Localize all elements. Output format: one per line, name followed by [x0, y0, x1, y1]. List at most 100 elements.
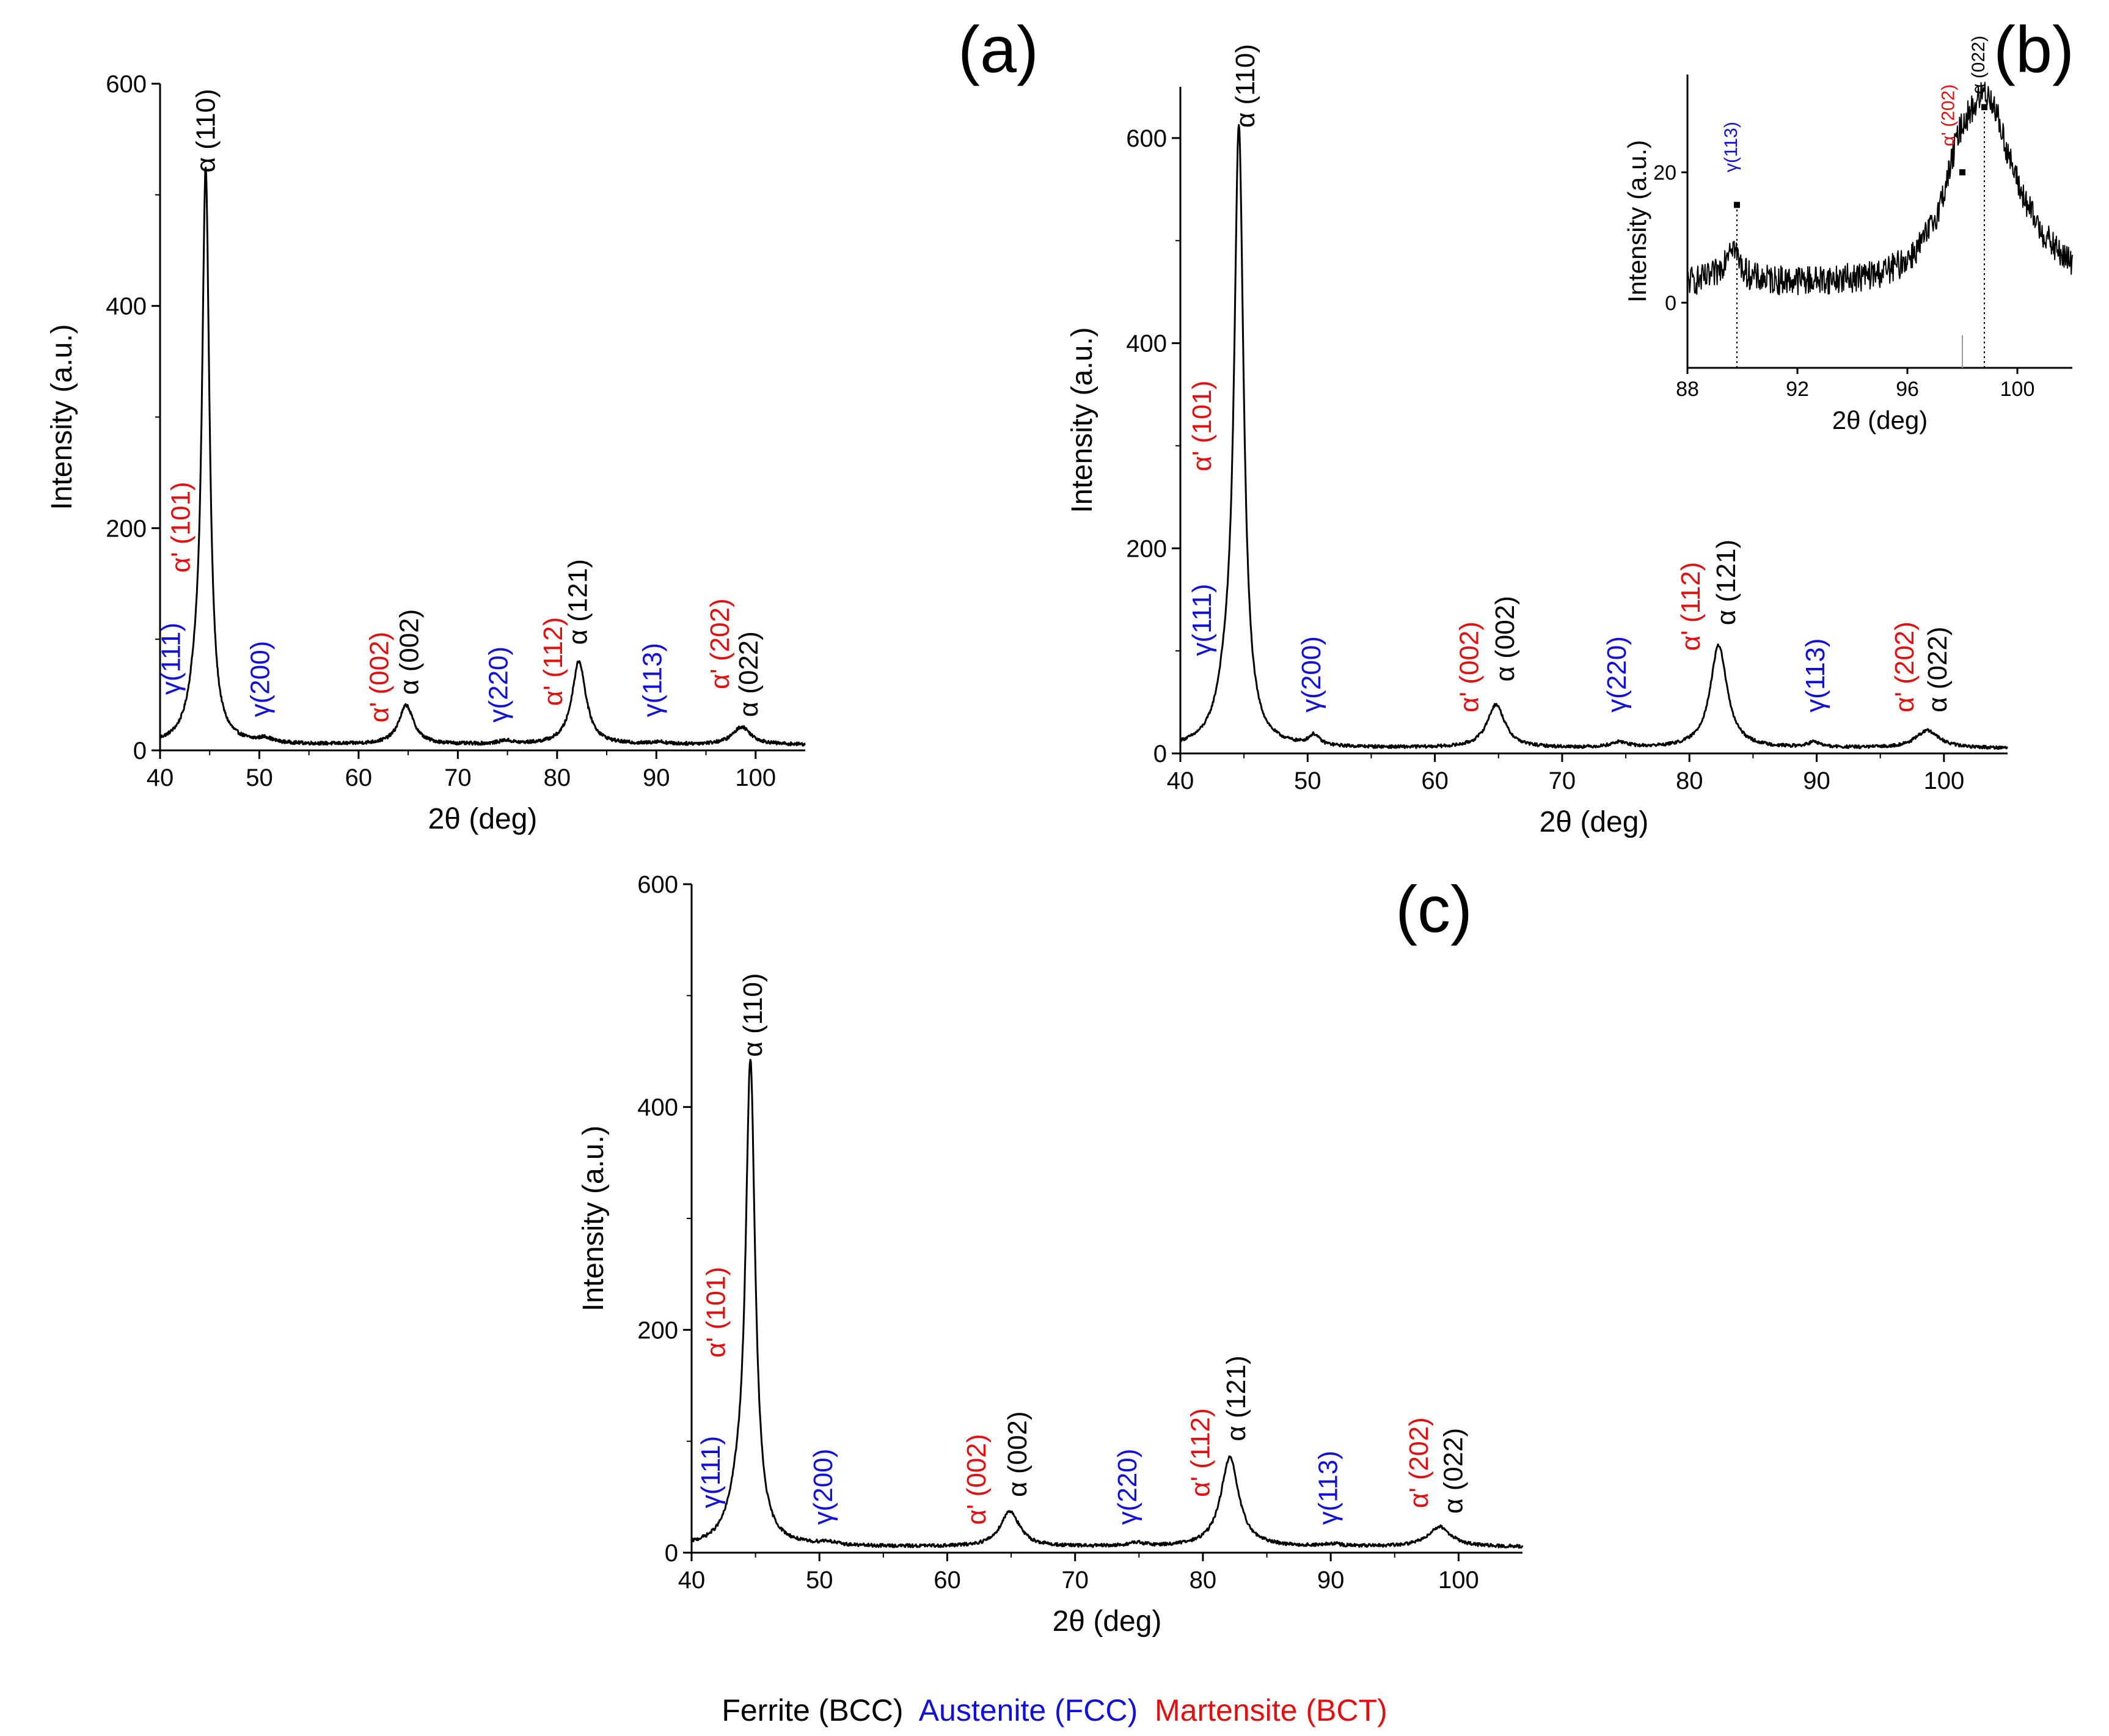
peak-label: γ(220) [1602, 636, 1632, 712]
peak-label: α' (112) [1676, 562, 1706, 651]
peak-label: α' (101) [1187, 381, 1217, 472]
x-tick-label: 88 [1676, 378, 1699, 401]
peak-label: α (110) [738, 973, 768, 1057]
x-tick-label: 60 [345, 764, 373, 791]
y-tick-label: 600 [1126, 125, 1167, 152]
peak-label: α' (202) [705, 598, 735, 689]
x-tick-label: 100 [1438, 1567, 1479, 1594]
y-axis-label: Intensity (a.u.) [1066, 327, 1098, 513]
peak-label: γ(113) [637, 643, 667, 717]
data-series-line [1179, 123, 2009, 750]
y-axis-label: Intensity (a.u.) [577, 1126, 610, 1311]
chart-panel-c: 40 50 60 70 80 90 100 0 200 400 600 2θ (deg) Intensi… [577, 871, 1524, 1638]
peak-label: α' (002) [365, 632, 395, 723]
peak-label: α' (202) [1890, 621, 1920, 712]
chart-panel-b-inset: 88 92 96 100 0 20 2θ (deg) Intensity (a.u.) γ(11… [1623, 35, 2073, 434]
x-tick-label: 70 [1061, 1567, 1089, 1594]
x-tick-label: 80 [544, 764, 571, 791]
peak-label: α' (002) [1454, 621, 1484, 712]
x-axis-label: 2θ (deg) [428, 803, 538, 835]
y-axis-label: Intensity (a.u.) [46, 324, 78, 510]
legend-austenite: Austenite (FCC) [919, 1693, 1138, 1727]
x-tick-label: 60 [1421, 767, 1449, 794]
x-axis-label: 2θ (deg) [1053, 1605, 1162, 1638]
y-tick-label: 200 [106, 515, 147, 542]
x-tick-label: 70 [1549, 767, 1576, 794]
peak-label: α (121) [563, 559, 593, 645]
x-tick-label: 90 [643, 764, 670, 791]
y-tick-label: 400 [1126, 331, 1167, 357]
peak-label: γ(200) [808, 1449, 838, 1525]
x-tick-label: 96 [1896, 378, 1919, 401]
peak-label: α (022) [734, 631, 764, 717]
y-tick-label: 600 [637, 871, 678, 898]
peak-label: α' (101) [166, 482, 196, 573]
phase-legend: Ferrite (BCC) Austenite (FCC) Martensite… [722, 1693, 1387, 1727]
x-tick-label: 40 [147, 764, 174, 791]
x-tick-label: 100 [2000, 378, 2035, 401]
reference-marker [1734, 202, 1740, 208]
x-axis-label: 2θ (deg) [1832, 406, 1928, 434]
peak-label: α' (112) [1185, 1408, 1215, 1497]
legend-ferrite: Ferrite (BCC) [722, 1693, 903, 1727]
x-tick-label: 40 [678, 1567, 706, 1594]
peak-label: α (121) [1711, 540, 1741, 625]
x-tick-label: 60 [934, 1567, 961, 1594]
y-tick-label: 20 [1653, 161, 1676, 185]
peak-label: α' (202) [1404, 1417, 1434, 1508]
peak-label: α' (112) [538, 617, 568, 706]
x-tick-label: 92 [1786, 378, 1809, 401]
x-tick-label: 90 [1803, 767, 1830, 794]
y-tick-label: 0 [1665, 291, 1676, 315]
x-tick-label: 100 [1923, 767, 1964, 794]
peak-label: γ(113) [1721, 122, 1741, 172]
peak-label: γ(200) [1296, 636, 1326, 712]
x-axis-label: 2θ (deg) [1540, 806, 1649, 838]
peak-label: α (022) [1968, 35, 1989, 94]
chart-panel-b: 40 50 60 70 80 90 100 0 200 400 600 2θ (deg) Intensi… [1066, 12, 2074, 838]
reference-marker [1981, 104, 1987, 111]
panel-label: (c) [1395, 872, 1472, 946]
peak-label: γ(220) [1113, 1449, 1142, 1525]
data-series-line [1687, 81, 2073, 296]
x-tick-label: 40 [1167, 767, 1194, 794]
peak-label: α (022) [1439, 1428, 1469, 1514]
data-series-line [159, 166, 806, 747]
x-tick-label: 100 [735, 764, 776, 791]
peak-label: α (121) [1221, 1355, 1251, 1441]
peak-label: α (022) [1923, 626, 1953, 712]
y-tick-label: 0 [133, 738, 147, 764]
panel-label: (b) [1994, 12, 2074, 86]
y-tick-label: 400 [106, 293, 147, 320]
x-tick-label: 80 [1190, 1567, 1217, 1594]
x-tick-label: 90 [1317, 1567, 1345, 1594]
peak-label: α (002) [1490, 596, 1520, 681]
chart-panel-a: 40 50 60 70 80 90 100 0 200 400 600 2θ (deg) Intensi… [46, 12, 1039, 835]
peak-label: α (110) [1230, 44, 1260, 128]
data-series-line [690, 1058, 1524, 1549]
x-tick-label: 50 [806, 1567, 833, 1594]
legend-martensite: Martensite (BCT) [1155, 1693, 1387, 1727]
peak-label: α (110) [191, 89, 221, 172]
peak-label: α (002) [394, 609, 424, 695]
peak-label: γ(111) [696, 1436, 726, 1508]
peak-label: γ(113) [1314, 1451, 1343, 1525]
x-tick-label: 50 [246, 764, 273, 791]
peak-label: γ(111) [156, 623, 186, 695]
peak-label: α (002) [1003, 1411, 1033, 1496]
peak-label: α' (101) [701, 1267, 731, 1358]
peak-label: γ(113) [1800, 638, 1830, 712]
y-tick-label: 200 [1126, 535, 1167, 562]
peak-label: α' (002) [962, 1434, 992, 1525]
peak-label: γ(111) [1187, 584, 1217, 656]
peak-label: γ(220) [484, 646, 514, 723]
peak-label: α' (202) [1939, 84, 1959, 146]
panel-label: (a) [958, 12, 1039, 86]
x-tick-label: 80 [1676, 767, 1703, 794]
x-tick-label: 50 [1294, 767, 1321, 794]
peak-label: γ(200) [246, 641, 276, 717]
y-tick-label: 200 [637, 1317, 678, 1344]
y-tick-label: 0 [665, 1540, 678, 1567]
